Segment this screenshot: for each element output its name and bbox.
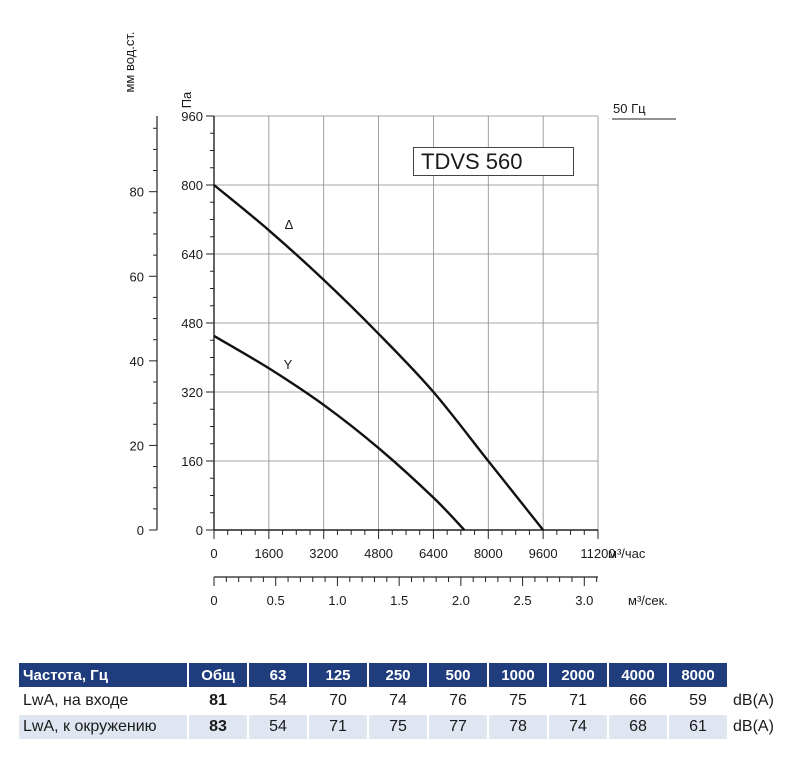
total-value: 83 bbox=[189, 715, 247, 739]
band-value: 75 bbox=[489, 689, 547, 713]
x-tick-label: 4800 bbox=[364, 546, 393, 561]
x2-tick-label: 0 bbox=[210, 593, 217, 608]
model-title: TDVS 560 bbox=[413, 147, 574, 176]
y-tick-label: 480 bbox=[181, 316, 203, 331]
header-band: 8000 bbox=[669, 663, 727, 687]
plot-grid bbox=[214, 115, 599, 530]
row-label: LwA, на входе bbox=[19, 689, 187, 713]
noise-table: Частота, Гц Общ 63 125 250 500 1000 2000 4000 800… bbox=[17, 661, 780, 741]
x2-tick-label: 3.0 bbox=[575, 593, 593, 608]
band-value: 59 bbox=[669, 689, 727, 713]
x-tick-label: 0 bbox=[210, 546, 217, 561]
y-left-tick-label: 0 bbox=[137, 523, 144, 538]
x-tick-label: 3200 bbox=[309, 546, 338, 561]
noise-table-header: Частота, Гц Общ 63 125 250 500 1000 2000 4000 800… bbox=[19, 663, 778, 687]
row-label: LwA, к окружению bbox=[19, 715, 187, 739]
y-tick-label: 320 bbox=[181, 385, 203, 400]
y-left-axis-title: мм вод.ст. bbox=[122, 31, 137, 92]
band-value: 54 bbox=[249, 689, 307, 713]
x-tick-label: 8000 bbox=[474, 546, 503, 561]
band-value: 70 bbox=[309, 689, 367, 713]
band-value: 76 bbox=[429, 689, 487, 713]
y-axis-title: Па bbox=[179, 91, 194, 108]
band-value: 71 bbox=[549, 689, 607, 713]
y-left-tick-label: 60 bbox=[130, 269, 144, 284]
x-tick-label: 6400 bbox=[419, 546, 448, 561]
table-row: LwA, к окружению 83 54 71 75 77 78 74 68 61 dB(A) bbox=[19, 715, 778, 739]
total-value: 81 bbox=[189, 689, 247, 713]
header-frequency: Частота, Гц bbox=[19, 663, 187, 687]
series-label: Δ bbox=[285, 217, 294, 232]
chart-ticks bbox=[149, 115, 599, 586]
y-tick-label: 800 bbox=[181, 178, 203, 193]
y-tick-label: 960 bbox=[181, 109, 203, 124]
y-tick-label: 0 bbox=[196, 523, 203, 538]
x2-tick-label: 1.0 bbox=[328, 593, 346, 608]
curve-delta bbox=[213, 184, 545, 531]
band-value: 54 bbox=[249, 715, 307, 739]
header-band: Общ bbox=[189, 663, 247, 687]
x2-tick-label: 1.5 bbox=[390, 593, 408, 608]
header-band: 250 bbox=[369, 663, 427, 687]
header-band: 500 bbox=[429, 663, 487, 687]
band-value: 68 bbox=[609, 715, 667, 739]
x2-tick-label: 2.5 bbox=[514, 593, 532, 608]
curve-y bbox=[213, 334, 466, 531]
y-tick-label: 640 bbox=[181, 247, 203, 262]
x-tick-label: 1600 bbox=[254, 546, 283, 561]
x-tick-label: 11200 bbox=[580, 546, 615, 561]
x2-tick-label: 2.0 bbox=[452, 593, 470, 608]
band-value: 71 bbox=[309, 715, 367, 739]
x2-axis-title: м³/сек. bbox=[628, 593, 668, 608]
band-value: 75 bbox=[369, 715, 427, 739]
band-value: 74 bbox=[549, 715, 607, 739]
table-row: LwA, на входе 81 54 70 74 76 75 71 66 59 dB(A) bbox=[19, 689, 778, 713]
y-tick-label: 160 bbox=[181, 454, 203, 469]
header-band: 125 bbox=[309, 663, 367, 687]
unit-label: dB(A) bbox=[733, 692, 774, 709]
band-value: 74 bbox=[369, 689, 427, 713]
header-band: 2000 bbox=[549, 663, 607, 687]
header-band: 1000 bbox=[489, 663, 547, 687]
header-band: 4000 bbox=[609, 663, 667, 687]
frequency-label: 50 Гц bbox=[613, 101, 646, 116]
y-left-tick-label: 20 bbox=[130, 438, 144, 453]
band-value: 77 bbox=[429, 715, 487, 739]
y-left-tick-label: 40 bbox=[130, 354, 144, 369]
performance-curves bbox=[213, 184, 545, 531]
noise-table-body: LwA, на входе 81 54 70 74 76 75 71 66 59 dB(A) LwA,… bbox=[19, 689, 778, 739]
x-axis-title: м³/час bbox=[608, 546, 646, 561]
unit-label: dB(A) bbox=[733, 718, 774, 735]
y-left-tick-label: 80 bbox=[130, 185, 144, 200]
band-value: 61 bbox=[669, 715, 727, 739]
band-value: 66 bbox=[609, 689, 667, 713]
x2-tick-label: 0.5 bbox=[267, 593, 285, 608]
header-band: 63 bbox=[249, 663, 307, 687]
x-tick-label: 9600 bbox=[529, 546, 558, 561]
band-value: 78 bbox=[489, 715, 547, 739]
series-label: Y bbox=[284, 357, 293, 372]
